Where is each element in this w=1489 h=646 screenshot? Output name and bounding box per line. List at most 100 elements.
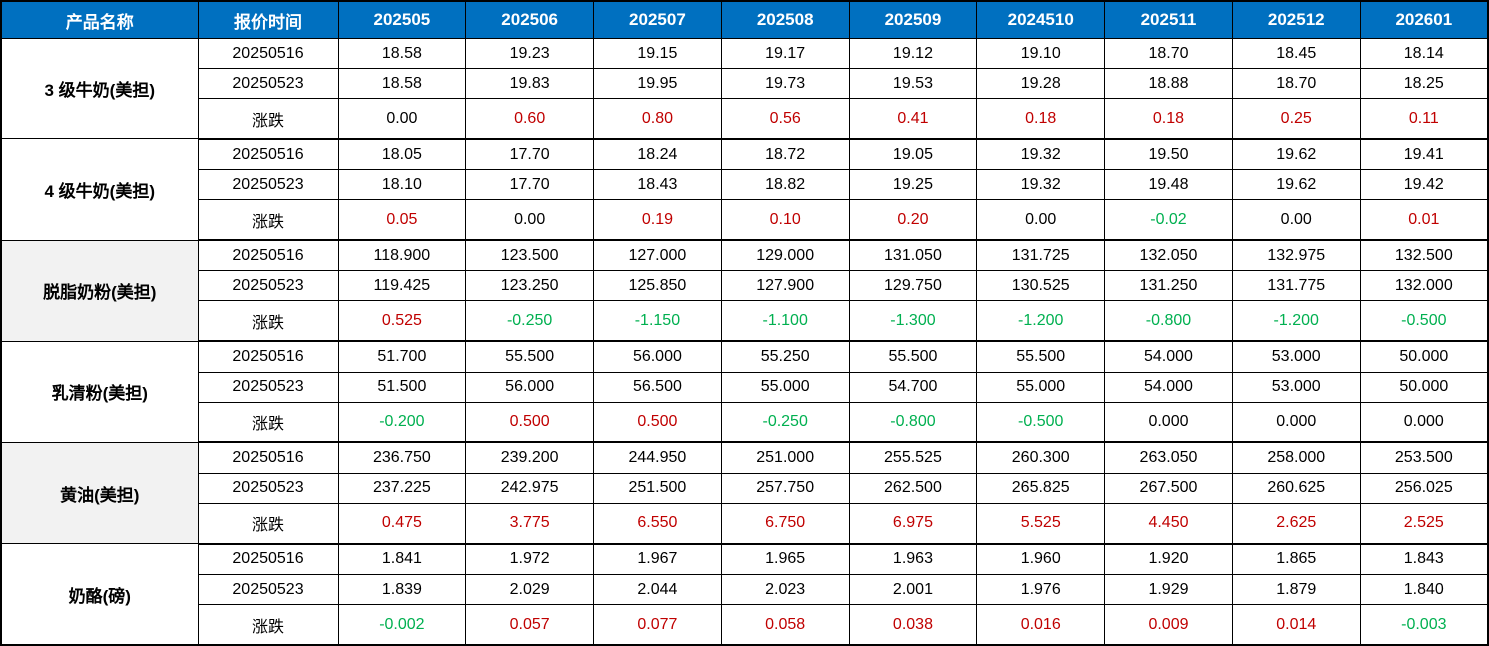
change-value-cell: 0.00 xyxy=(465,199,595,242)
change-label-cell: 涨跌 xyxy=(197,604,339,646)
price-value-cell: 1.965 xyxy=(720,543,850,575)
price-value-cell: 129.750 xyxy=(848,270,978,302)
product-name-cell: 乳清粉(美担) xyxy=(0,340,199,443)
change-value-cell: 0.01 xyxy=(1359,199,1489,242)
price-value-cell: 19.15 xyxy=(593,37,722,70)
change-value-cell: 0.25 xyxy=(1231,98,1361,140)
price-value-cell: 1.839 xyxy=(337,573,467,606)
change-value-cell: 0.014 xyxy=(1231,604,1361,646)
change-label-cell: 涨跌 xyxy=(197,300,339,343)
price-value-cell: 19.17 xyxy=(720,37,850,70)
change-value-cell: -0.500 xyxy=(1359,300,1489,343)
price-value-cell: 19.41 xyxy=(1359,138,1489,171)
change-value-cell: -0.02 xyxy=(1104,199,1233,242)
price-value-cell: 1.976 xyxy=(976,573,1106,606)
price-value-cell: 55.500 xyxy=(848,340,978,373)
quote-row: 20250523 1.839 2.029 2.044 2.023 2.001 1.976 1.… xyxy=(1,573,1489,606)
change-value-cell: -0.002 xyxy=(337,604,467,646)
price-value-cell: 253.500 xyxy=(1359,441,1489,474)
change-value-cell: 0.19 xyxy=(593,199,722,242)
quote-row: 4 级牛奶(美担) 20250516 18.05 17.70 18.24 18.72 19.… xyxy=(0,138,1489,241)
price-value-cell: 19.48 xyxy=(1104,169,1233,201)
price-value-cell: 237.225 xyxy=(337,472,467,504)
change-value-cell: -1.150 xyxy=(593,300,722,343)
quote-date-cell: 20250516 xyxy=(197,37,339,70)
price-value-cell: 244.950 xyxy=(593,441,722,474)
price-value-cell: 1.963 xyxy=(848,543,978,575)
price-value-cell: 19.62 xyxy=(1231,169,1361,201)
change-value-cell: 0.038 xyxy=(848,604,978,646)
change-value-cell: 0.000 xyxy=(1231,401,1361,444)
column-header-month: 202511 xyxy=(1104,0,1233,39)
change-value-cell: 2.525 xyxy=(1359,502,1489,545)
price-value-cell: 262.500 xyxy=(848,472,978,504)
product-name-cell: 脱脂奶粉(美担) xyxy=(0,239,199,342)
price-value-cell: 19.42 xyxy=(1359,169,1489,201)
change-value-cell: 0.009 xyxy=(1104,604,1233,646)
price-value-cell: 53.000 xyxy=(1231,340,1361,373)
price-value-cell: 131.050 xyxy=(848,239,978,272)
price-value-cell: 1.929 xyxy=(1104,573,1233,606)
table-header: 产品名称 报价时间 202505 202506 202507 202508 202509… xyxy=(0,0,1489,39)
price-value-cell: 50.000 xyxy=(1359,340,1489,373)
price-value-cell: 54.700 xyxy=(848,371,978,403)
change-value-cell: 0.057 xyxy=(465,604,595,646)
price-value-cell: 132.500 xyxy=(1359,239,1489,272)
change-row: 涨跌 0.00 0.60 0.80 0.56 0.41 0.18 0.18 0.25 0.11 xyxy=(1,98,1489,140)
price-value-cell: 267.500 xyxy=(1104,472,1233,504)
price-value-cell: 55.500 xyxy=(465,340,595,373)
column-header-month: 202505 xyxy=(337,0,467,39)
price-value-cell: 53.000 xyxy=(1231,371,1361,403)
change-row: 涨跌 -0.200 0.500 0.500 -0.250 -0.800 -0.500 0.00… xyxy=(1,401,1489,444)
change-row: 涨跌 0.475 3.775 6.550 6.750 6.975 5.525 4.450 2.6… xyxy=(1,502,1489,545)
quote-row: 20250523 119.425 123.250 125.850 127.900 129.… xyxy=(1,270,1489,302)
price-value-cell: 242.975 xyxy=(465,472,595,504)
price-value-cell: 18.10 xyxy=(337,169,467,201)
price-value-cell: 55.000 xyxy=(976,371,1106,403)
price-value-cell: 50.000 xyxy=(1359,371,1489,403)
price-value-cell: 1.879 xyxy=(1231,573,1361,606)
change-value-cell: 0.000 xyxy=(1359,401,1489,444)
change-value-cell: -1.200 xyxy=(1231,300,1361,343)
column-header-month: 202507 xyxy=(593,0,722,39)
price-value-cell: 127.900 xyxy=(720,270,850,302)
quote-date-cell: 20250516 xyxy=(197,340,339,373)
change-value-cell: -0.250 xyxy=(720,401,850,444)
price-value-cell: 265.825 xyxy=(976,472,1106,504)
price-value-cell: 255.525 xyxy=(848,441,978,474)
price-value-cell: 19.53 xyxy=(848,68,978,100)
quote-date-cell: 20250516 xyxy=(197,239,339,272)
product-name-cell: 4 级牛奶(美担) xyxy=(0,138,199,241)
header-row: 产品名称 报价时间 202505 202506 202507 202508 202509… xyxy=(0,0,1489,39)
change-value-cell: 0.60 xyxy=(465,98,595,140)
change-value-cell: 0.475 xyxy=(337,502,467,545)
change-value-cell: 0.80 xyxy=(593,98,722,140)
column-header-month: 202509 xyxy=(848,0,978,39)
column-header-product: 产品名称 xyxy=(0,0,199,39)
quote-row: 20250523 51.500 56.000 56.500 55.000 54.700 55… xyxy=(1,371,1489,403)
change-value-cell: -0.800 xyxy=(1104,300,1233,343)
price-value-cell: 236.750 xyxy=(337,441,467,474)
product-name-cell: 3 级牛奶(美担) xyxy=(0,37,199,140)
price-value-cell: 118.900 xyxy=(337,239,467,272)
price-value-cell: 19.95 xyxy=(593,68,722,100)
price-value-cell: 18.70 xyxy=(1231,68,1361,100)
price-value-cell: 18.43 xyxy=(593,169,722,201)
price-value-cell: 18.70 xyxy=(1104,37,1233,70)
price-value-cell: 18.88 xyxy=(1104,68,1233,100)
price-value-cell: 2.001 xyxy=(848,573,978,606)
quote-row: 脱脂奶粉(美担) 20250516 118.900 123.500 127.000 129… xyxy=(0,239,1489,342)
change-value-cell: 0.00 xyxy=(976,199,1106,242)
quote-date-cell: 20250523 xyxy=(197,169,339,201)
price-value-cell: 127.000 xyxy=(593,239,722,272)
price-value-cell: 130.525 xyxy=(976,270,1106,302)
column-header-month: 202601 xyxy=(1359,0,1489,39)
quote-date-cell: 20250523 xyxy=(197,371,339,403)
change-value-cell: -1.300 xyxy=(848,300,978,343)
price-value-cell: 19.62 xyxy=(1231,138,1361,171)
change-value-cell: 0.05 xyxy=(337,199,467,242)
change-value-cell: -0.500 xyxy=(976,401,1106,444)
quote-date-cell: 20250523 xyxy=(197,573,339,606)
price-value-cell: 131.250 xyxy=(1104,270,1233,302)
